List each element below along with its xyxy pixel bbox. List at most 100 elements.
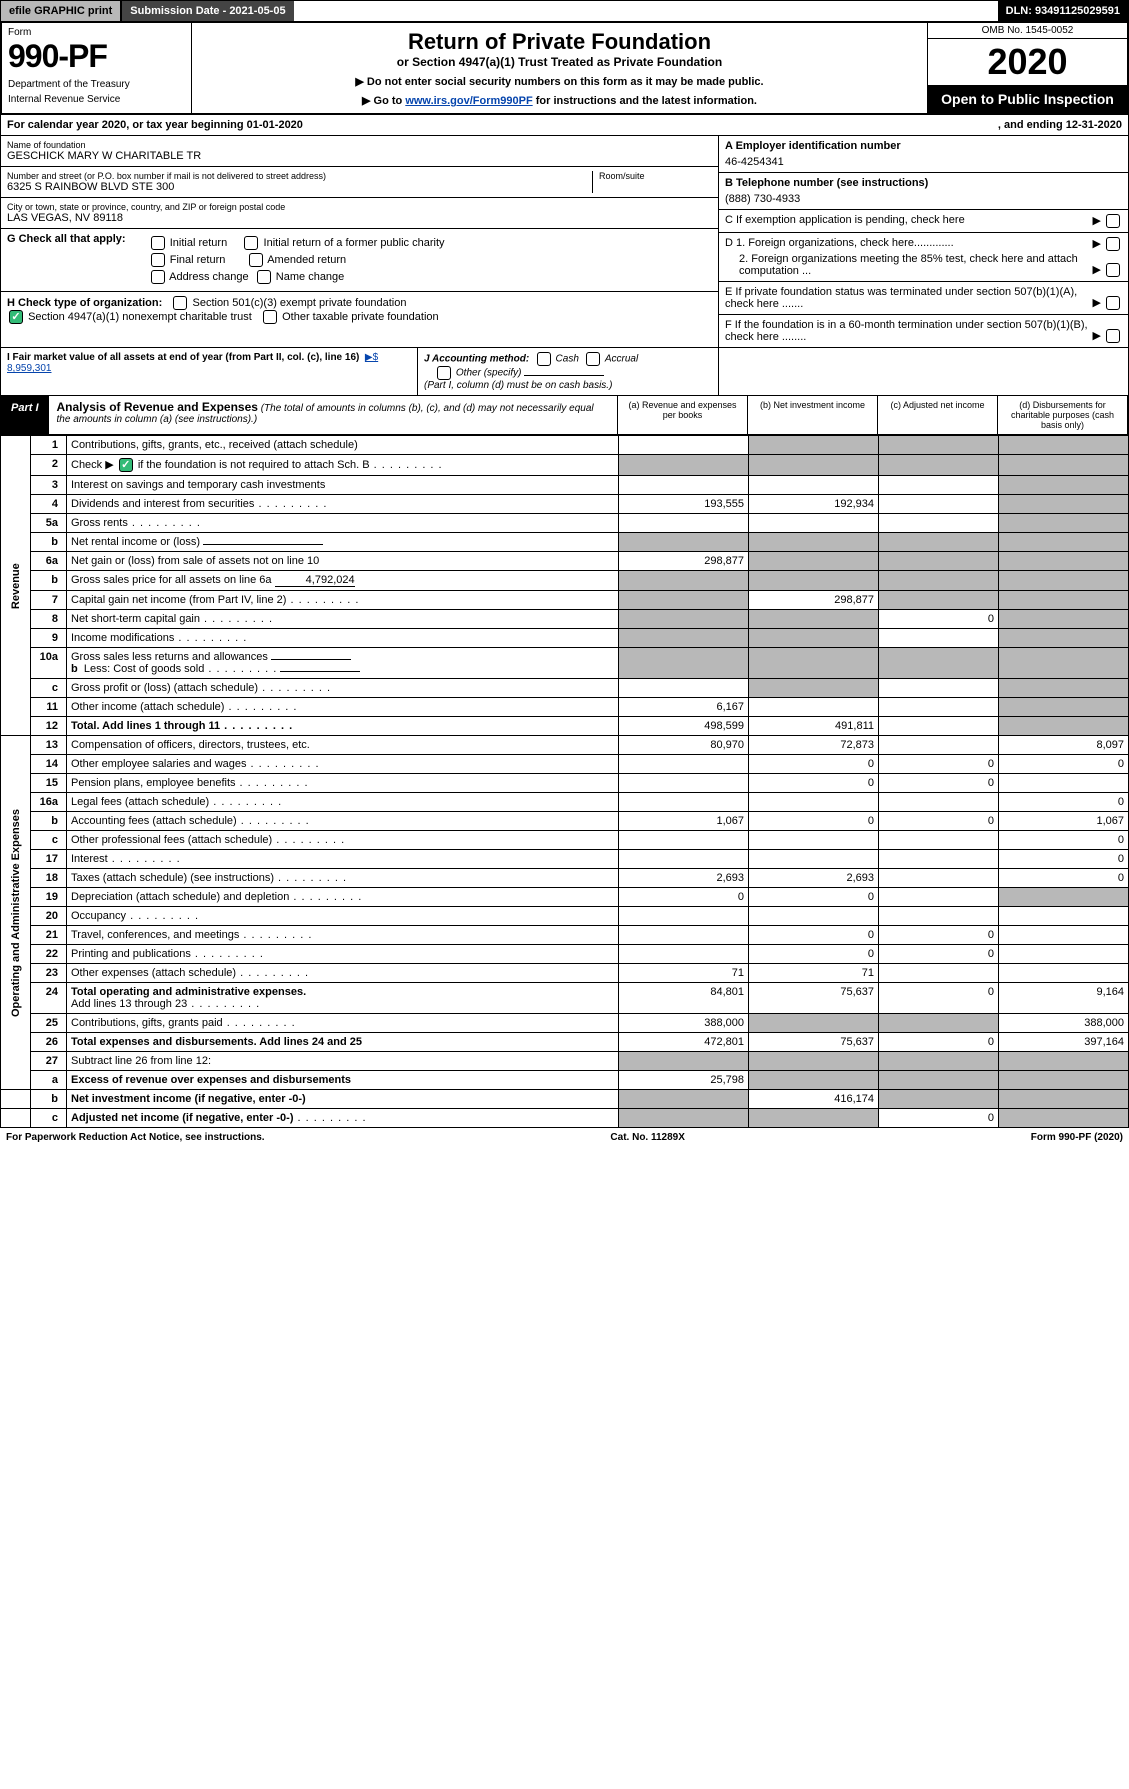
sec4947-checkbox[interactable] <box>9 310 23 324</box>
amount: 0 <box>749 888 879 907</box>
f-checkbox[interactable] <box>1106 329 1120 343</box>
phone-label: B Telephone number (see instructions) <box>725 177 1122 189</box>
room-label: Room/suite <box>599 171 712 181</box>
initial-return-checkbox[interactable] <box>151 236 165 250</box>
d1-checkbox[interactable] <box>1106 237 1120 251</box>
efile-button[interactable]: efile GRAPHIC print <box>1 1 122 21</box>
line-num: c <box>31 679 67 698</box>
table-row: cGross profit or (loss) (attach schedule… <box>1 679 1129 698</box>
sec501-label: Section 501(c)(3) exempt private foundat… <box>192 297 406 309</box>
amount: 1,067 <box>619 812 749 831</box>
line-desc: Net investment income (if negative, ente… <box>67 1090 619 1109</box>
line-desc: Other professional fees (attach schedule… <box>67 831 619 850</box>
amount: 75,637 <box>749 983 879 1014</box>
line-desc: Net short-term capital gain <box>67 610 619 629</box>
initial-former-checkbox[interactable] <box>244 236 258 250</box>
amount: 298,877 <box>619 552 749 571</box>
name-label: Name of foundation <box>7 140 712 150</box>
accrual-checkbox[interactable] <box>586 352 600 366</box>
line-desc: Net gain or (loss) from sale of assets n… <box>67 552 619 571</box>
city-label: City or town, state or province, country… <box>7 202 712 212</box>
line-num: 2 <box>31 455 67 476</box>
line-desc: Accounting fees (attach schedule) <box>67 812 619 831</box>
amount: 472,801 <box>619 1033 749 1052</box>
amount: 0 <box>879 926 999 945</box>
amount: 397,164 <box>999 1033 1129 1052</box>
amount: 0 <box>749 926 879 945</box>
line-desc: Subtract line 26 from line 12: <box>67 1052 619 1071</box>
note-ssn: ▶ Do not enter social security numbers o… <box>198 75 921 88</box>
table-row: 21Travel, conferences, and meetings00 <box>1 926 1129 945</box>
amount: 71 <box>619 964 749 983</box>
line-num: 15 <box>31 774 67 793</box>
cash-checkbox[interactable] <box>537 352 551 366</box>
amount: 0 <box>999 850 1129 869</box>
other-taxable-label: Other taxable private foundation <box>282 311 439 323</box>
line-num: 24 <box>31 983 67 1014</box>
line-desc: Legal fees (attach schedule) <box>67 793 619 812</box>
line-desc: Taxes (attach schedule) (see instruction… <box>67 869 619 888</box>
final-return-checkbox[interactable] <box>151 253 165 267</box>
d2-checkbox[interactable] <box>1106 263 1120 277</box>
other-method-checkbox[interactable] <box>437 366 451 380</box>
line-desc: Check ▶ if the foundation is not require… <box>67 455 619 476</box>
table-row: Revenue 1Contributions, gifts, grants, e… <box>1 436 1129 455</box>
line-num: 1 <box>31 436 67 455</box>
phone-value: (888) 730-4933 <box>725 193 1122 205</box>
calendar-year-row: For calendar year 2020, or tax year begi… <box>0 115 1129 136</box>
main-table: Revenue 1Contributions, gifts, grants, e… <box>0 435 1129 1128</box>
table-row: 11Other income (attach schedule)6,167 <box>1 698 1129 717</box>
table-row: 7Capital gain net income (from Part IV, … <box>1 591 1129 610</box>
amount: 71 <box>749 964 879 983</box>
e-checkbox[interactable] <box>1106 296 1120 310</box>
line-num: 8 <box>31 610 67 629</box>
amount: 1,067 <box>999 812 1129 831</box>
gross-sales-value: 4,792,024 <box>275 574 355 587</box>
table-row: 19Depreciation (attach schedule) and dep… <box>1 888 1129 907</box>
table-row: bGross sales price for all assets on lin… <box>1 571 1129 591</box>
line-num: c <box>31 1109 67 1128</box>
amount: 0 <box>999 755 1129 774</box>
line-desc: Pension plans, employee benefits <box>67 774 619 793</box>
amended-return-checkbox[interactable] <box>249 253 263 267</box>
cal-begin: For calendar year 2020, or tax year begi… <box>7 119 998 131</box>
line-desc: Compensation of officers, directors, tru… <box>67 736 619 755</box>
table-row: 24Total operating and administrative exp… <box>1 983 1129 1014</box>
col-c-header: (c) Adjusted net income <box>877 396 997 434</box>
ij-row: I Fair market value of all assets at end… <box>0 348 1129 396</box>
name-change-checkbox[interactable] <box>257 270 271 284</box>
line-num: 12 <box>31 717 67 736</box>
line-desc: Net rental income or (loss) <box>67 533 619 552</box>
line-desc: Gross sales less returns and allowances … <box>67 648 619 679</box>
line-desc: Other expenses (attach schedule) <box>67 964 619 983</box>
amount: 0 <box>879 945 999 964</box>
table-row: 5aGross rents <box>1 514 1129 533</box>
d2-label: 2. Foreign organizations meeting the 85%… <box>725 253 1092 277</box>
c-checkbox[interactable] <box>1106 214 1120 228</box>
line-num: 4 <box>31 495 67 514</box>
line-desc: Dividends and interest from securities <box>67 495 619 514</box>
irs-link[interactable]: www.irs.gov/Form990PF <box>405 95 532 107</box>
address-change-checkbox[interactable] <box>151 270 165 284</box>
dln: DLN: 93491125029591 <box>998 1 1128 21</box>
irs: Internal Revenue Service <box>8 94 185 105</box>
part1-header: Part I Analysis of Revenue and Expenses … <box>0 396 1129 435</box>
table-row: 17Interest0 <box>1 850 1129 869</box>
omb-number: OMB No. 1545-0052 <box>928 23 1127 39</box>
amount: 388,000 <box>619 1014 749 1033</box>
table-row: 18Taxes (attach schedule) (see instructi… <box>1 869 1129 888</box>
sec501-checkbox[interactable] <box>173 296 187 310</box>
city-state-zip: LAS VEGAS, NV 89118 <box>7 212 712 224</box>
line-num: 25 <box>31 1014 67 1033</box>
line-desc: Other income (attach schedule) <box>67 698 619 717</box>
initial-return-label: Initial return <box>170 237 227 249</box>
amount: 0 <box>749 774 879 793</box>
other-taxable-checkbox[interactable] <box>263 310 277 324</box>
table-row: 4Dividends and interest from securities1… <box>1 495 1129 514</box>
sch-b-checkbox[interactable] <box>119 458 133 472</box>
amount: 491,811 <box>749 717 879 736</box>
amount: 2,693 <box>619 869 749 888</box>
g-label: G Check all that apply: <box>7 233 126 245</box>
table-row: 12Total. Add lines 1 through 11498,59949… <box>1 717 1129 736</box>
foundation-name: GESCHICK MARY W CHARITABLE TR <box>7 150 712 162</box>
